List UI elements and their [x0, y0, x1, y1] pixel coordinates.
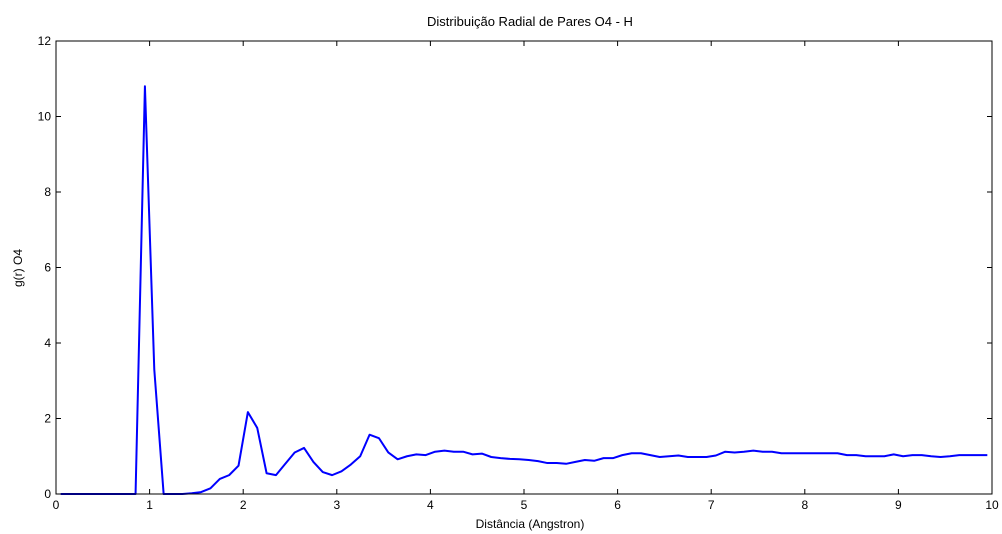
x-tick-label: 6 — [614, 498, 621, 512]
x-tick-label: 0 — [53, 498, 60, 512]
x-tick-label: 3 — [333, 498, 340, 512]
series-line-0 — [60, 85, 988, 495]
series-layer — [60, 85, 988, 495]
x-tick-label: 1 — [146, 498, 153, 512]
x-tick-label: 4 — [427, 498, 434, 512]
y-tick-label: 8 — [44, 185, 51, 199]
y-tick-label: 4 — [44, 336, 51, 350]
y-tick-label: 2 — [44, 412, 51, 426]
y-tick-label: 0 — [44, 487, 51, 501]
plot-area — [56, 41, 992, 494]
x-tick-label: 8 — [801, 498, 808, 512]
x-tick-label: 2 — [240, 498, 247, 512]
x-tick-label: 9 — [895, 498, 902, 512]
x-tick-label: 7 — [708, 498, 715, 512]
plot-frame — [55, 40, 993, 495]
chart-title: Distribuição Radial de Pares O4 - H — [427, 14, 633, 29]
x-tick-label: 10 — [985, 498, 999, 512]
y-tick-label: 6 — [44, 261, 51, 275]
y-tick-label: 12 — [38, 34, 52, 48]
y-axis-label: g(r) O4 — [11, 249, 25, 287]
x-tick-label: 5 — [521, 498, 528, 512]
y-tick-label: 10 — [38, 110, 52, 124]
x-axis-label: Distância (Angstron) — [476, 517, 585, 531]
